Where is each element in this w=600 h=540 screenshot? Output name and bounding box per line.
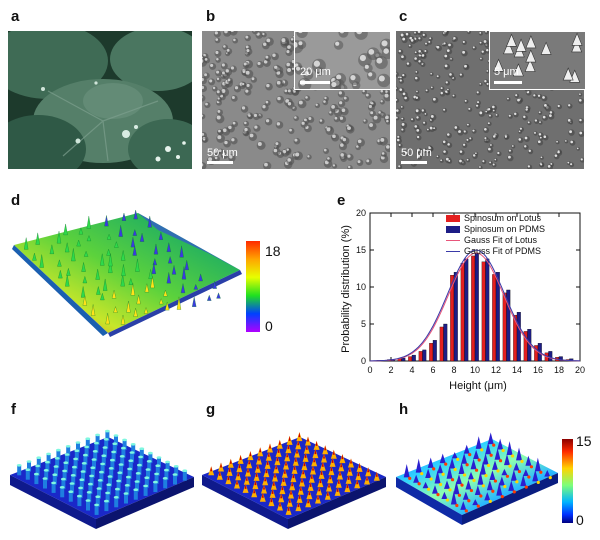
panel-label-b: b <box>206 8 216 25</box>
stress-map-model <box>396 432 558 525</box>
scale-bar-b-inset <box>300 81 330 84</box>
scale-label-c: 50 μm <box>401 147 432 159</box>
panel-label-d: d <box>11 192 21 209</box>
legend-swatch <box>446 215 460 222</box>
x-tick-label: 18 <box>554 365 564 375</box>
bar-lotus <box>513 314 518 362</box>
bar-lotus <box>492 274 497 362</box>
pillar-array-model <box>10 429 194 529</box>
bar-pdms <box>548 351 553 362</box>
bar-pdms <box>432 340 437 362</box>
bar-lotus <box>460 263 465 362</box>
bar-lotus <box>418 351 423 362</box>
bar-lotus <box>471 255 476 362</box>
bar-pdms <box>516 312 521 362</box>
bar-lotus <box>408 356 413 362</box>
bar-pdms <box>506 289 511 362</box>
x-tick-label: 16 <box>533 365 543 375</box>
scale-bar-c <box>401 161 427 164</box>
colorbar-d-min: 0 <box>265 318 273 334</box>
cone-array-model <box>202 432 386 529</box>
bar-pdms <box>411 354 416 362</box>
bar-lotus <box>481 261 486 362</box>
bar-pdms <box>464 258 469 362</box>
colorbar-d <box>246 241 260 332</box>
scale-label-b-inset: 20 μm <box>300 66 331 78</box>
scale-label-b: 50 μm <box>207 147 238 159</box>
y-tick-label: 20 <box>356 208 366 218</box>
x-tick-label: 6 <box>430 365 435 375</box>
x-tick-label: 4 <box>409 365 414 375</box>
scale-bar-c-inset <box>494 81 522 84</box>
legend-label: Spinosum on Lotus <box>464 213 542 223</box>
y-tick-label: 0 <box>361 356 366 366</box>
x-tick-label: 2 <box>388 365 393 375</box>
bar-pdms <box>422 349 427 362</box>
x-tick-label: 20 <box>575 365 585 375</box>
colorbar-d-max: 18 <box>265 243 281 259</box>
x-tick-label: 12 <box>491 365 501 375</box>
x-tick-label: 14 <box>512 365 522 375</box>
panel-label-g: g <box>206 401 216 418</box>
sem-image-lotus <box>202 31 390 169</box>
x-tick-label: 8 <box>451 365 456 375</box>
height-map-3d <box>12 209 242 337</box>
y-tick-label: 5 <box>361 319 366 329</box>
bar-pdms <box>495 272 500 362</box>
colorbar-h <box>562 439 573 523</box>
bar-lotus <box>439 326 444 362</box>
panel-label-e: e <box>337 192 346 209</box>
bar-pdms <box>558 356 563 362</box>
panel-label-a: a <box>11 8 20 25</box>
panel-label-h: h <box>399 401 409 418</box>
x-tick-label: 10 <box>470 365 480 375</box>
bar-pdms <box>474 252 479 362</box>
legend-swatch <box>446 226 460 233</box>
bar-lotus <box>429 343 434 362</box>
panel-label-c: c <box>399 8 408 25</box>
y-axis-label: Probability distribution (%) <box>340 225 352 353</box>
sem-inset-pdms <box>489 31 586 90</box>
y-tick-label: 15 <box>356 245 366 255</box>
legend-label: Gauss Fit of Lotus <box>464 235 538 245</box>
panel-label-f: f <box>11 401 16 418</box>
bar-pdms <box>443 323 448 362</box>
scale-bar-b <box>207 161 233 164</box>
lotus-leaf-photo <box>8 31 192 169</box>
x-axis-label: Height (μm) <box>449 380 507 392</box>
legend-label: Gauss Fit of PDMS <box>464 246 541 256</box>
colorbar-h-max: 15 <box>576 433 592 449</box>
height-distribution-chart: 0 2 4 6 8 10 12 14 16 18 20 0 5 10 15 20 Probability di… <box>340 208 585 392</box>
y-tick-label: 10 <box>356 282 366 292</box>
bar-pdms <box>485 258 490 362</box>
scale-label-c-inset: 5 μm <box>494 66 519 78</box>
colorbar-h-min: 0 <box>576 512 584 528</box>
gauss-fit-pdms <box>370 249 581 362</box>
bar-pdms <box>453 272 458 362</box>
bar-lotus <box>502 292 507 362</box>
x-tick-label: 0 <box>367 365 372 375</box>
bar-pdms <box>401 357 406 362</box>
gauss-fit-lotus <box>370 252 580 362</box>
legend-label: Spinosum on PDMS <box>464 224 545 234</box>
